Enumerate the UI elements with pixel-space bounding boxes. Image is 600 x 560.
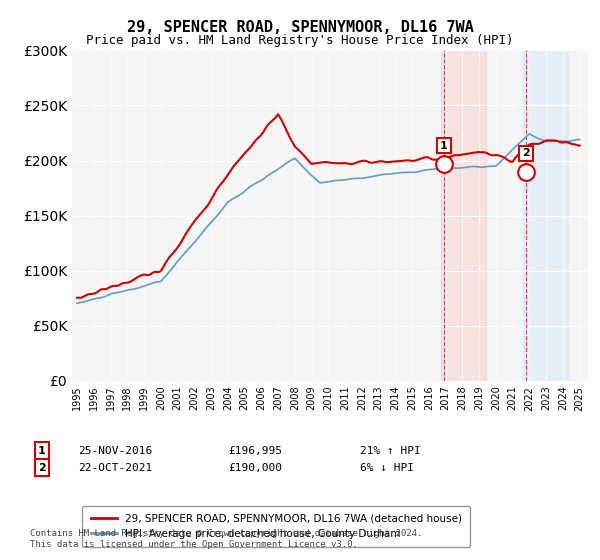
Text: 1: 1 — [440, 141, 448, 151]
Text: Price paid vs. HM Land Registry's House Price Index (HPI): Price paid vs. HM Land Registry's House … — [86, 34, 514, 46]
Legend: 29, SPENCER ROAD, SPENNYMOOR, DL16 7WA (detached house), HPI: Average price, det: 29, SPENCER ROAD, SPENNYMOOR, DL16 7WA (… — [82, 506, 470, 547]
Bar — [523, 50, 568, 381]
Bar — [442, 50, 486, 381]
Text: £190,000: £190,000 — [228, 463, 282, 473]
Text: £196,995: £196,995 — [228, 446, 282, 456]
Text: 2: 2 — [522, 148, 530, 158]
Text: 6% ↓ HPI: 6% ↓ HPI — [360, 463, 414, 473]
Text: 2: 2 — [38, 463, 46, 473]
Text: Contains HM Land Registry data © Crown copyright and database right 2024.
This d: Contains HM Land Registry data © Crown c… — [30, 529, 422, 549]
Text: 29, SPENCER ROAD, SPENNYMOOR, DL16 7WA: 29, SPENCER ROAD, SPENNYMOOR, DL16 7WA — [127, 20, 473, 35]
Text: 22-OCT-2021: 22-OCT-2021 — [78, 463, 152, 473]
Text: 21% ↑ HPI: 21% ↑ HPI — [360, 446, 421, 456]
Text: 1: 1 — [38, 446, 46, 456]
Text: 25-NOV-2016: 25-NOV-2016 — [78, 446, 152, 456]
